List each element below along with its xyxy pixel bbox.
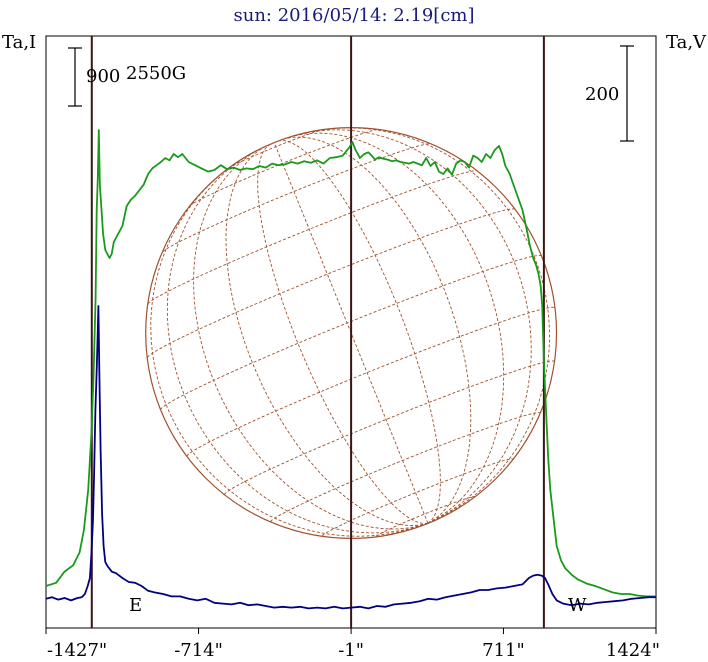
scale-right-value: 200 [585, 84, 619, 105]
series-layer [45, 129, 656, 610]
latitude-line [147, 170, 478, 305]
west-limb-label: W [568, 595, 587, 616]
solar-disk-grid [145, 126, 558, 540]
peak-field-label: 2550G [126, 63, 186, 84]
longitude-line [313, 127, 550, 524]
vertical-markers [90, 36, 545, 628]
longitude-line [279, 140, 441, 524]
chart-title: sun: 2016/05/14: 2.19[cm] [233, 5, 474, 26]
x-tick-label: 711" [482, 640, 525, 661]
x-tick-label: 1424" [606, 640, 660, 661]
longitude-line [257, 144, 428, 524]
latitude-line [146, 208, 515, 358]
longitude-line [225, 146, 429, 526]
left-axis-label: Ta,I [2, 32, 36, 53]
x-tick-label: -714" [174, 640, 223, 661]
right-axis-label: Ta,V [666, 32, 707, 53]
series-line-intensity [45, 129, 656, 598]
latitude-line [189, 129, 380, 207]
series-line-polarization [45, 305, 656, 610]
longitude-line [291, 129, 532, 524]
x-tick-label: -1427" [47, 640, 107, 661]
x-tick-label: -1" [338, 640, 364, 661]
scale-left-value: 900 [86, 66, 120, 87]
longitude-line [166, 149, 429, 534]
scale-bar-right [620, 45, 634, 142]
latitude-line [162, 143, 431, 253]
longitude-line [284, 136, 472, 524]
east-limb-label: E [129, 595, 142, 616]
longitude-line [150, 161, 429, 537]
longitude-line [288, 132, 505, 524]
scale-bar-left [68, 47, 82, 107]
longitude-line [273, 142, 429, 524]
x-axis-ticks: -1427" -714" -1" 711" 1424" [45, 628, 660, 661]
